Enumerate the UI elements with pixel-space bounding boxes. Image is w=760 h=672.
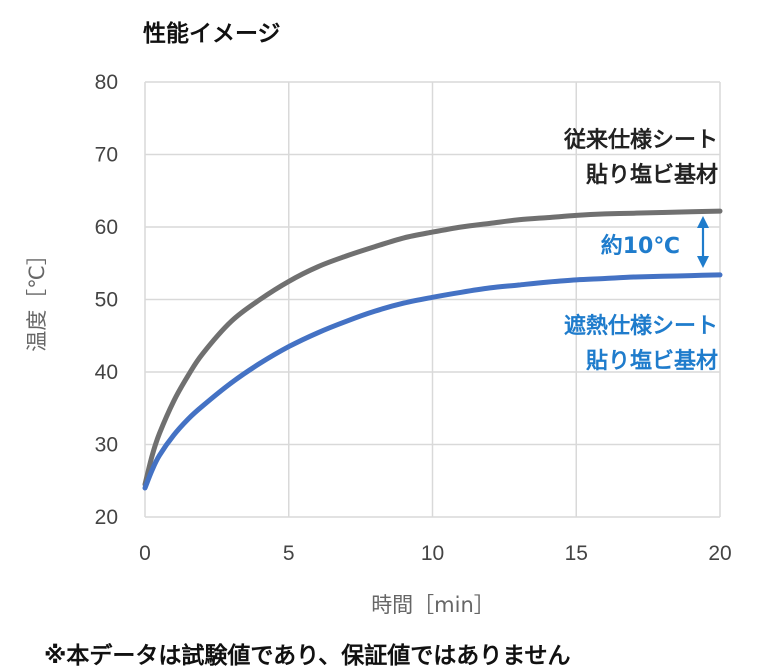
x-tick-label: 5 [283, 542, 295, 565]
series-line-heat-shield [142, 272, 723, 491]
series-label-conventional-line2: 貼り塩ビ基材 [586, 162, 718, 188]
y-tick-label: 70 [95, 144, 118, 167]
x-axis-title: 時間［min］ [371, 593, 495, 617]
difference-annotation: 約10℃ [601, 233, 680, 259]
chart-title: 性能イメージ [143, 21, 281, 47]
y-tick-label: 50 [95, 289, 118, 312]
x-tick-label: 20 [708, 542, 731, 565]
y-tick-label: 40 [95, 361, 118, 384]
disclaimer-note: ※本データは試験値であり、保証値ではありません [44, 643, 571, 669]
series-label-heat-shield-line2: 貼り塩ビ基材 [586, 348, 718, 374]
y-tick-label: 60 [95, 216, 118, 239]
series-line-conventional [142, 208, 723, 487]
x-tick-label: 10 [421, 542, 444, 565]
y-tick-label: 80 [95, 71, 118, 94]
y-axis-title: 温度［℃］ [25, 244, 49, 352]
axis-ticks: 20 30 40 50 60 70 80 0 5 10 15 20 [95, 71, 732, 565]
difference-arrow-icon [697, 216, 709, 268]
y-tick-label: 30 [95, 434, 118, 457]
series-label-conventional-line1: 従来仕様シート [563, 127, 718, 153]
x-tick-label: 0 [139, 542, 151, 565]
series-curves [142, 208, 723, 491]
series-label-heat-shield-line1: 遮熱仕様シート [564, 313, 718, 339]
y-tick-label: 20 [95, 506, 118, 529]
x-tick-label: 15 [565, 542, 588, 565]
